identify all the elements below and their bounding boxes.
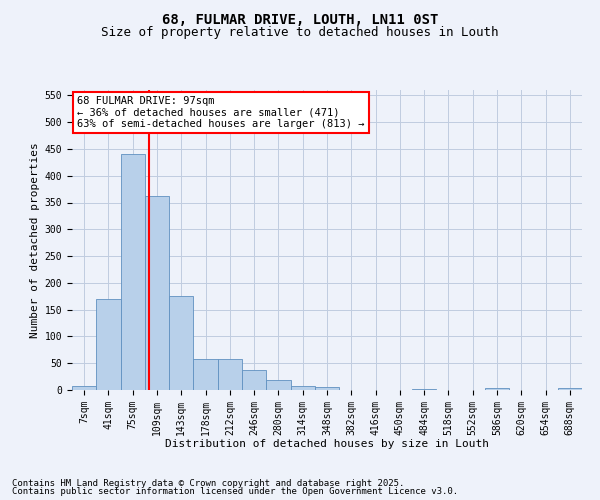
- Bar: [290, 386, 315, 390]
- Text: Contains HM Land Registry data © Crown copyright and database right 2025.: Contains HM Land Registry data © Crown c…: [12, 478, 404, 488]
- Bar: [145, 196, 169, 390]
- Bar: [193, 360, 218, 390]
- Bar: [169, 296, 193, 390]
- Y-axis label: Number of detached properties: Number of detached properties: [31, 142, 40, 338]
- Text: 68, FULMAR DRIVE, LOUTH, LN11 0ST: 68, FULMAR DRIVE, LOUTH, LN11 0ST: [162, 12, 438, 26]
- Bar: [315, 388, 339, 390]
- Bar: [412, 389, 436, 390]
- Bar: [72, 386, 96, 390]
- Text: 68 FULMAR DRIVE: 97sqm
← 36% of detached houses are smaller (471)
63% of semi-de: 68 FULMAR DRIVE: 97sqm ← 36% of detached…: [77, 96, 365, 129]
- Bar: [121, 154, 145, 390]
- Bar: [485, 388, 509, 390]
- Bar: [242, 370, 266, 390]
- Text: Size of property relative to detached houses in Louth: Size of property relative to detached ho…: [101, 26, 499, 39]
- Bar: [558, 388, 582, 390]
- Bar: [96, 299, 121, 390]
- Bar: [266, 380, 290, 390]
- Bar: [218, 360, 242, 390]
- Text: Contains public sector information licensed under the Open Government Licence v3: Contains public sector information licen…: [12, 487, 458, 496]
- X-axis label: Distribution of detached houses by size in Louth: Distribution of detached houses by size …: [165, 439, 489, 449]
